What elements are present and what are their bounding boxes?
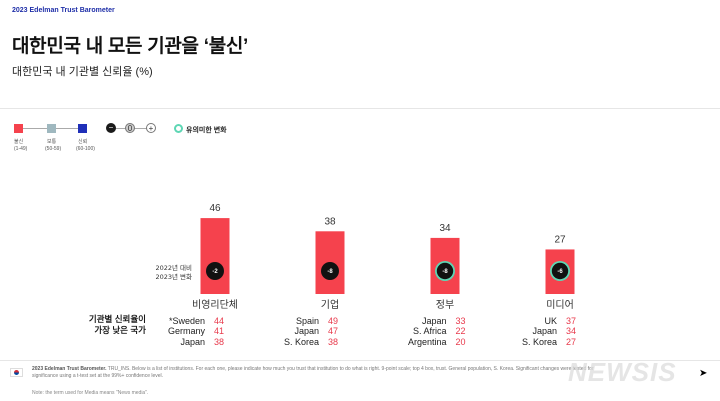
country-name: S. Africa (413, 326, 447, 337)
table-row: Japan 33 (408, 316, 466, 326)
table-row: Spain 49 (284, 316, 338, 326)
country-name: S. Korea (522, 336, 558, 347)
legend-swatch-trust (78, 124, 87, 133)
table-row: Japan 34 (522, 326, 577, 337)
legend-significant-ring-icon (174, 124, 183, 133)
lowest-trust-label: 기관별 신뢰율이 가장 낮은 국가 (74, 314, 146, 336)
table-row: UK 37 (522, 316, 577, 326)
table-row: Japan 47 (284, 326, 339, 337)
country-value: 44 (214, 316, 225, 326)
legend-nochange-icon: 0 (125, 123, 135, 133)
bar-group: 34 -8 정부 (430, 223, 460, 311)
bar (200, 218, 230, 294)
header-divider (0, 108, 720, 109)
brand-logo-text: 2023 Edelman Trust Barometer (12, 7, 115, 14)
legend-distrust-label: 불신 (14, 139, 24, 145)
table-row: S. Africa 22 (408, 326, 466, 336)
bar-value-label: 27 (554, 234, 566, 245)
bars-layer: 46 -2 비영리단체 38 -8 기업 34 -8 정부 27 -6 미디어 (192, 203, 575, 311)
bar-value-label: 34 (439, 223, 451, 234)
country-name: Germany (168, 326, 206, 337)
table-row: Argentina 20 (408, 337, 466, 347)
category-label: 미디어 (546, 299, 574, 311)
bar-value-label: 46 (209, 203, 221, 214)
change-value-label: -6 (557, 269, 563, 275)
change-value-label: -8 (442, 269, 448, 275)
table-row: S. Korea 38 (284, 337, 338, 347)
country-value: 22 (455, 326, 466, 337)
source-footnote: 2023 Edelman Trust Barometer. TRU_INS. B… (32, 366, 612, 380)
legend-increase-icon: + (146, 123, 156, 133)
category-label: 정부 (436, 299, 454, 311)
footer-divider (0, 360, 720, 361)
change-label-line1: 2022년 대비 (155, 263, 192, 272)
change-value-label: -8 (327, 269, 333, 275)
table-row: Germany 41 (168, 326, 224, 336)
country-value: 33 (455, 316, 466, 326)
source-text: TRU_INS. Below is a list of institutions… (32, 366, 594, 379)
trust-bar-chart: 46 -2 비영리단체 38 -8 기업 34 -8 정부 27 -6 미디어 2022년 대비 20… (155, 203, 575, 311)
country-name: Japan (180, 336, 206, 347)
change-circle (436, 262, 454, 280)
change-value-label: -2 (212, 269, 218, 275)
legend-neutral-range: (50-59) (45, 146, 62, 152)
category-label: 기업 (321, 298, 339, 311)
change-circle (551, 262, 569, 280)
country-name: Spain (296, 316, 320, 326)
south-korea-flag-icon (10, 368, 23, 377)
legend-swatch-neutral (47, 124, 56, 133)
change-label-line2: 2023년 변화 (155, 272, 192, 281)
legend-neutral-label: 보통 (47, 139, 57, 145)
source-label: 2023 Edelman Trust Barometer. (32, 366, 107, 372)
lowest-trust-label-line2: 가장 낮은 국가 (94, 325, 146, 335)
country-name: S. Korea (284, 336, 320, 347)
country-name: Japan (532, 326, 558, 337)
bar-group: 27 -6 미디어 (545, 234, 575, 311)
table-row: Japan 38 (168, 337, 224, 347)
country-name: UK (544, 316, 558, 326)
change-circle (206, 262, 224, 280)
legend-swatch-distrust (14, 124, 23, 133)
country-name: *Sweden (168, 316, 206, 326)
lowest-countries-business: Spain 49 Japan 47 S. Korea 38 (284, 316, 338, 347)
legend-decrease-icon: − (106, 123, 116, 133)
change-circle (321, 262, 339, 280)
page-subtitle: 대한민국 내 기관별 신뢰율 (%) (12, 66, 153, 78)
bar-group: 38 -8 기업 (315, 216, 345, 311)
next-arrow-icon[interactable]: ➤ (699, 368, 708, 379)
country-name: Japan (422, 316, 447, 326)
media-note: Note: the term used for Media means "New… (32, 390, 149, 396)
table-row: S. Korea 27 (522, 337, 576, 347)
table-row: *Sweden 44 (168, 316, 224, 326)
country-value: 38 (328, 336, 339, 347)
country-value: 38 (214, 336, 225, 347)
page-title: 대한민국 내 모든 기관을 ‘불신’ (12, 36, 249, 57)
country-value: 41 (214, 326, 225, 337)
country-name: Japan (294, 326, 320, 337)
legend-trust-range: (60-100) (76, 146, 95, 152)
country-value: 20 (455, 336, 466, 347)
country-name: Argentina (408, 336, 447, 347)
lowest-countries-government: Japan 33 S. Africa 22 Argentina 20 (408, 316, 466, 347)
country-value: 34 (566, 326, 577, 337)
country-value: 49 (328, 316, 339, 326)
legend-trust-label: 신뢰 (78, 139, 88, 145)
legend-distrust-range: (1-49) (14, 146, 28, 152)
lowest-trust-label-line1: 기관별 신뢰율이 (88, 314, 146, 324)
bar-value-label: 38 (324, 216, 336, 227)
category-label: 비영리단체 (192, 299, 238, 311)
country-value: 27 (566, 336, 577, 347)
country-value: 37 (566, 316, 577, 326)
lowest-countries-media: UK 37 Japan 34 S. Korea 27 (522, 316, 576, 347)
newsis-watermark: NEWSIS (568, 357, 677, 387)
legend-significant-label: 유의미한 변화 (186, 127, 227, 134)
country-value: 47 (328, 326, 339, 337)
lowest-countries-nonprofit: *Sweden 44 Germany 41 Japan 38 (168, 316, 224, 347)
bar-group: 46 -2 비영리단체 (192, 203, 238, 311)
